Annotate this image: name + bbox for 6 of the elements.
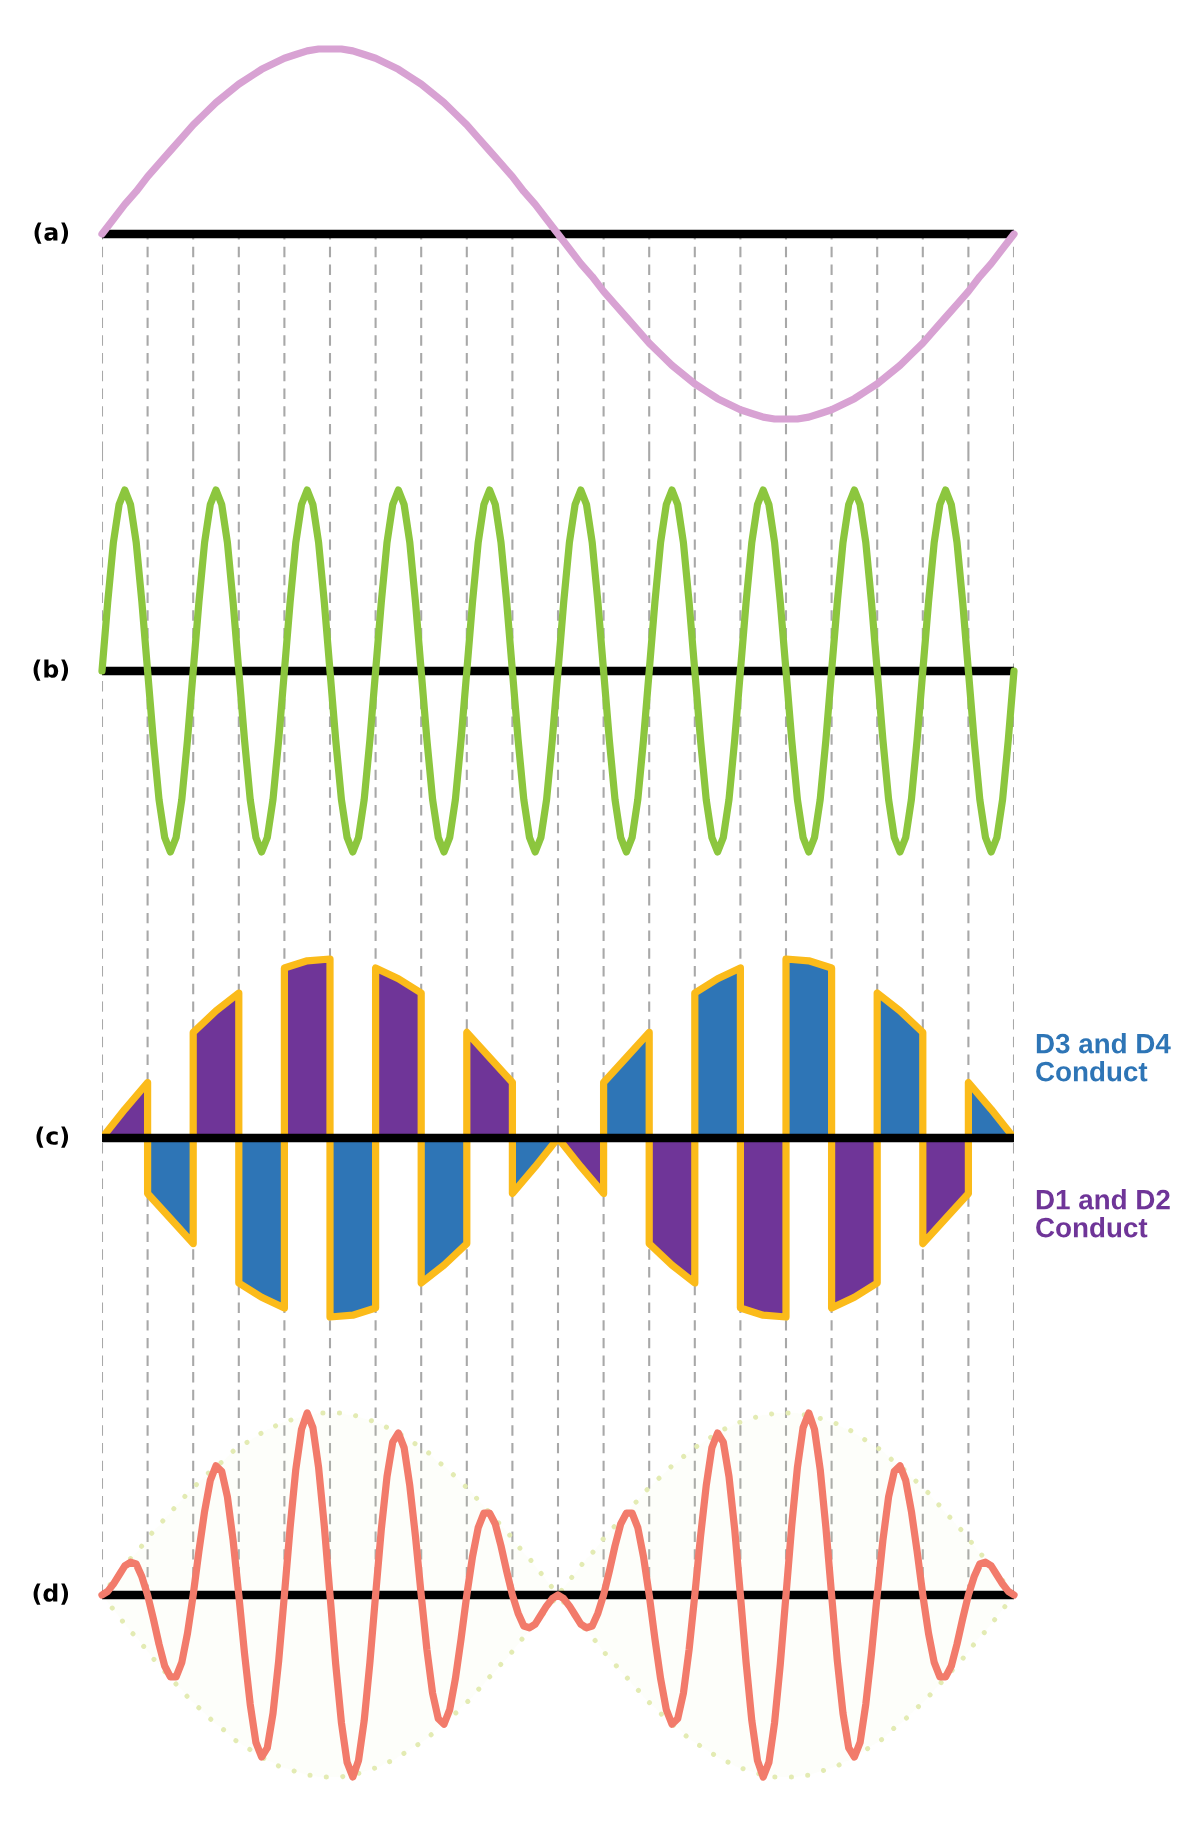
text: D3 and D4 Conduct bbox=[1036, 1033, 1171, 1082]
text: D1 and D2 Conduct bbox=[1036, 1189, 1170, 1238]
text: (d) bbox=[33, 1583, 69, 1605]
text: (a) bbox=[34, 222, 69, 244]
text: (c) bbox=[36, 1126, 69, 1148]
text: (b) bbox=[33, 659, 69, 681]
